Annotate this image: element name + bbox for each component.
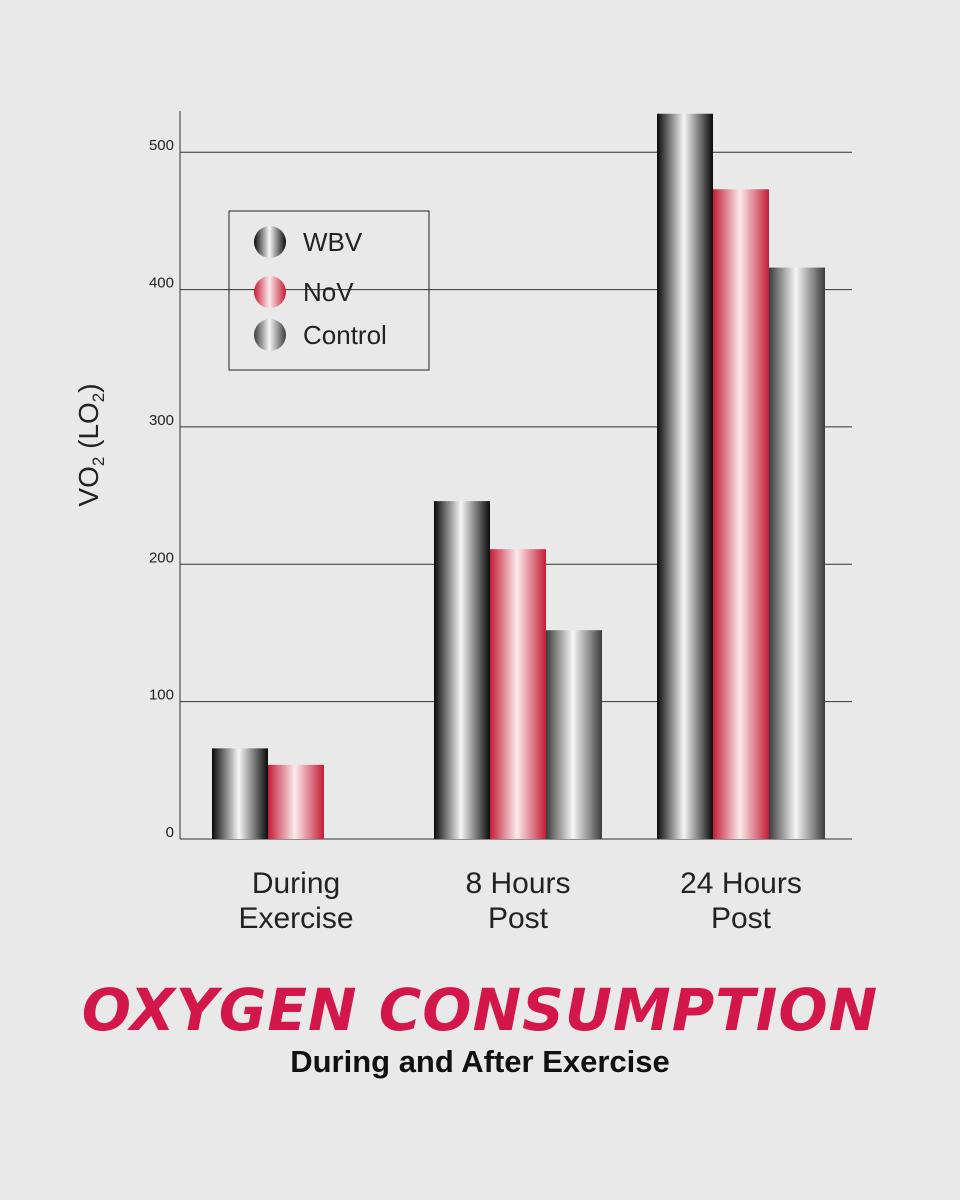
y-tick-label: 500 xyxy=(149,137,174,154)
bar-control-1 xyxy=(546,630,602,839)
category-label-line2: Post xyxy=(711,902,772,935)
y-axis-label: VO2 (LO2) xyxy=(73,383,108,506)
legend-box xyxy=(228,210,430,371)
category-label-line2: Post xyxy=(488,902,549,935)
bar-wbv-0 xyxy=(212,748,268,839)
legend-label: Control xyxy=(303,320,387,350)
legend-label: WBV xyxy=(303,227,363,257)
bar-nov-1 xyxy=(490,549,546,839)
y-tick-label: 300 xyxy=(149,412,174,429)
legend-swatch-wbv xyxy=(254,226,286,258)
bar-wbv-1 xyxy=(434,501,490,839)
legend: WBV NoV Control xyxy=(228,210,430,371)
y-tick-label: 100 xyxy=(149,687,174,704)
chart-title: OXYGEN CONSUMPTION xyxy=(81,976,879,1044)
legend-label: NoV xyxy=(303,277,354,307)
bar-control-2 xyxy=(769,267,825,839)
bar-wbv-2 xyxy=(657,113,713,839)
category-label-line2: Exercise xyxy=(238,902,353,935)
bar-nov-2 xyxy=(713,189,769,840)
category-label-line1: 24 Hours xyxy=(680,867,802,900)
y-tick-label: 0 xyxy=(166,824,174,841)
y-tick-labels: 0 100 200 300 400 500 xyxy=(149,137,174,841)
y-tick-label: 400 xyxy=(149,275,174,292)
y-tick-label: 200 xyxy=(149,549,174,566)
category-label-line1: During xyxy=(252,867,340,900)
chart-subtitle: During and After Exercise xyxy=(290,1044,670,1079)
bar-nov-0 xyxy=(268,764,324,839)
legend-swatch-control xyxy=(254,319,286,351)
bars xyxy=(212,113,825,840)
legend-swatch-nov xyxy=(254,276,286,308)
category-label-line1: 8 Hours xyxy=(465,867,570,900)
